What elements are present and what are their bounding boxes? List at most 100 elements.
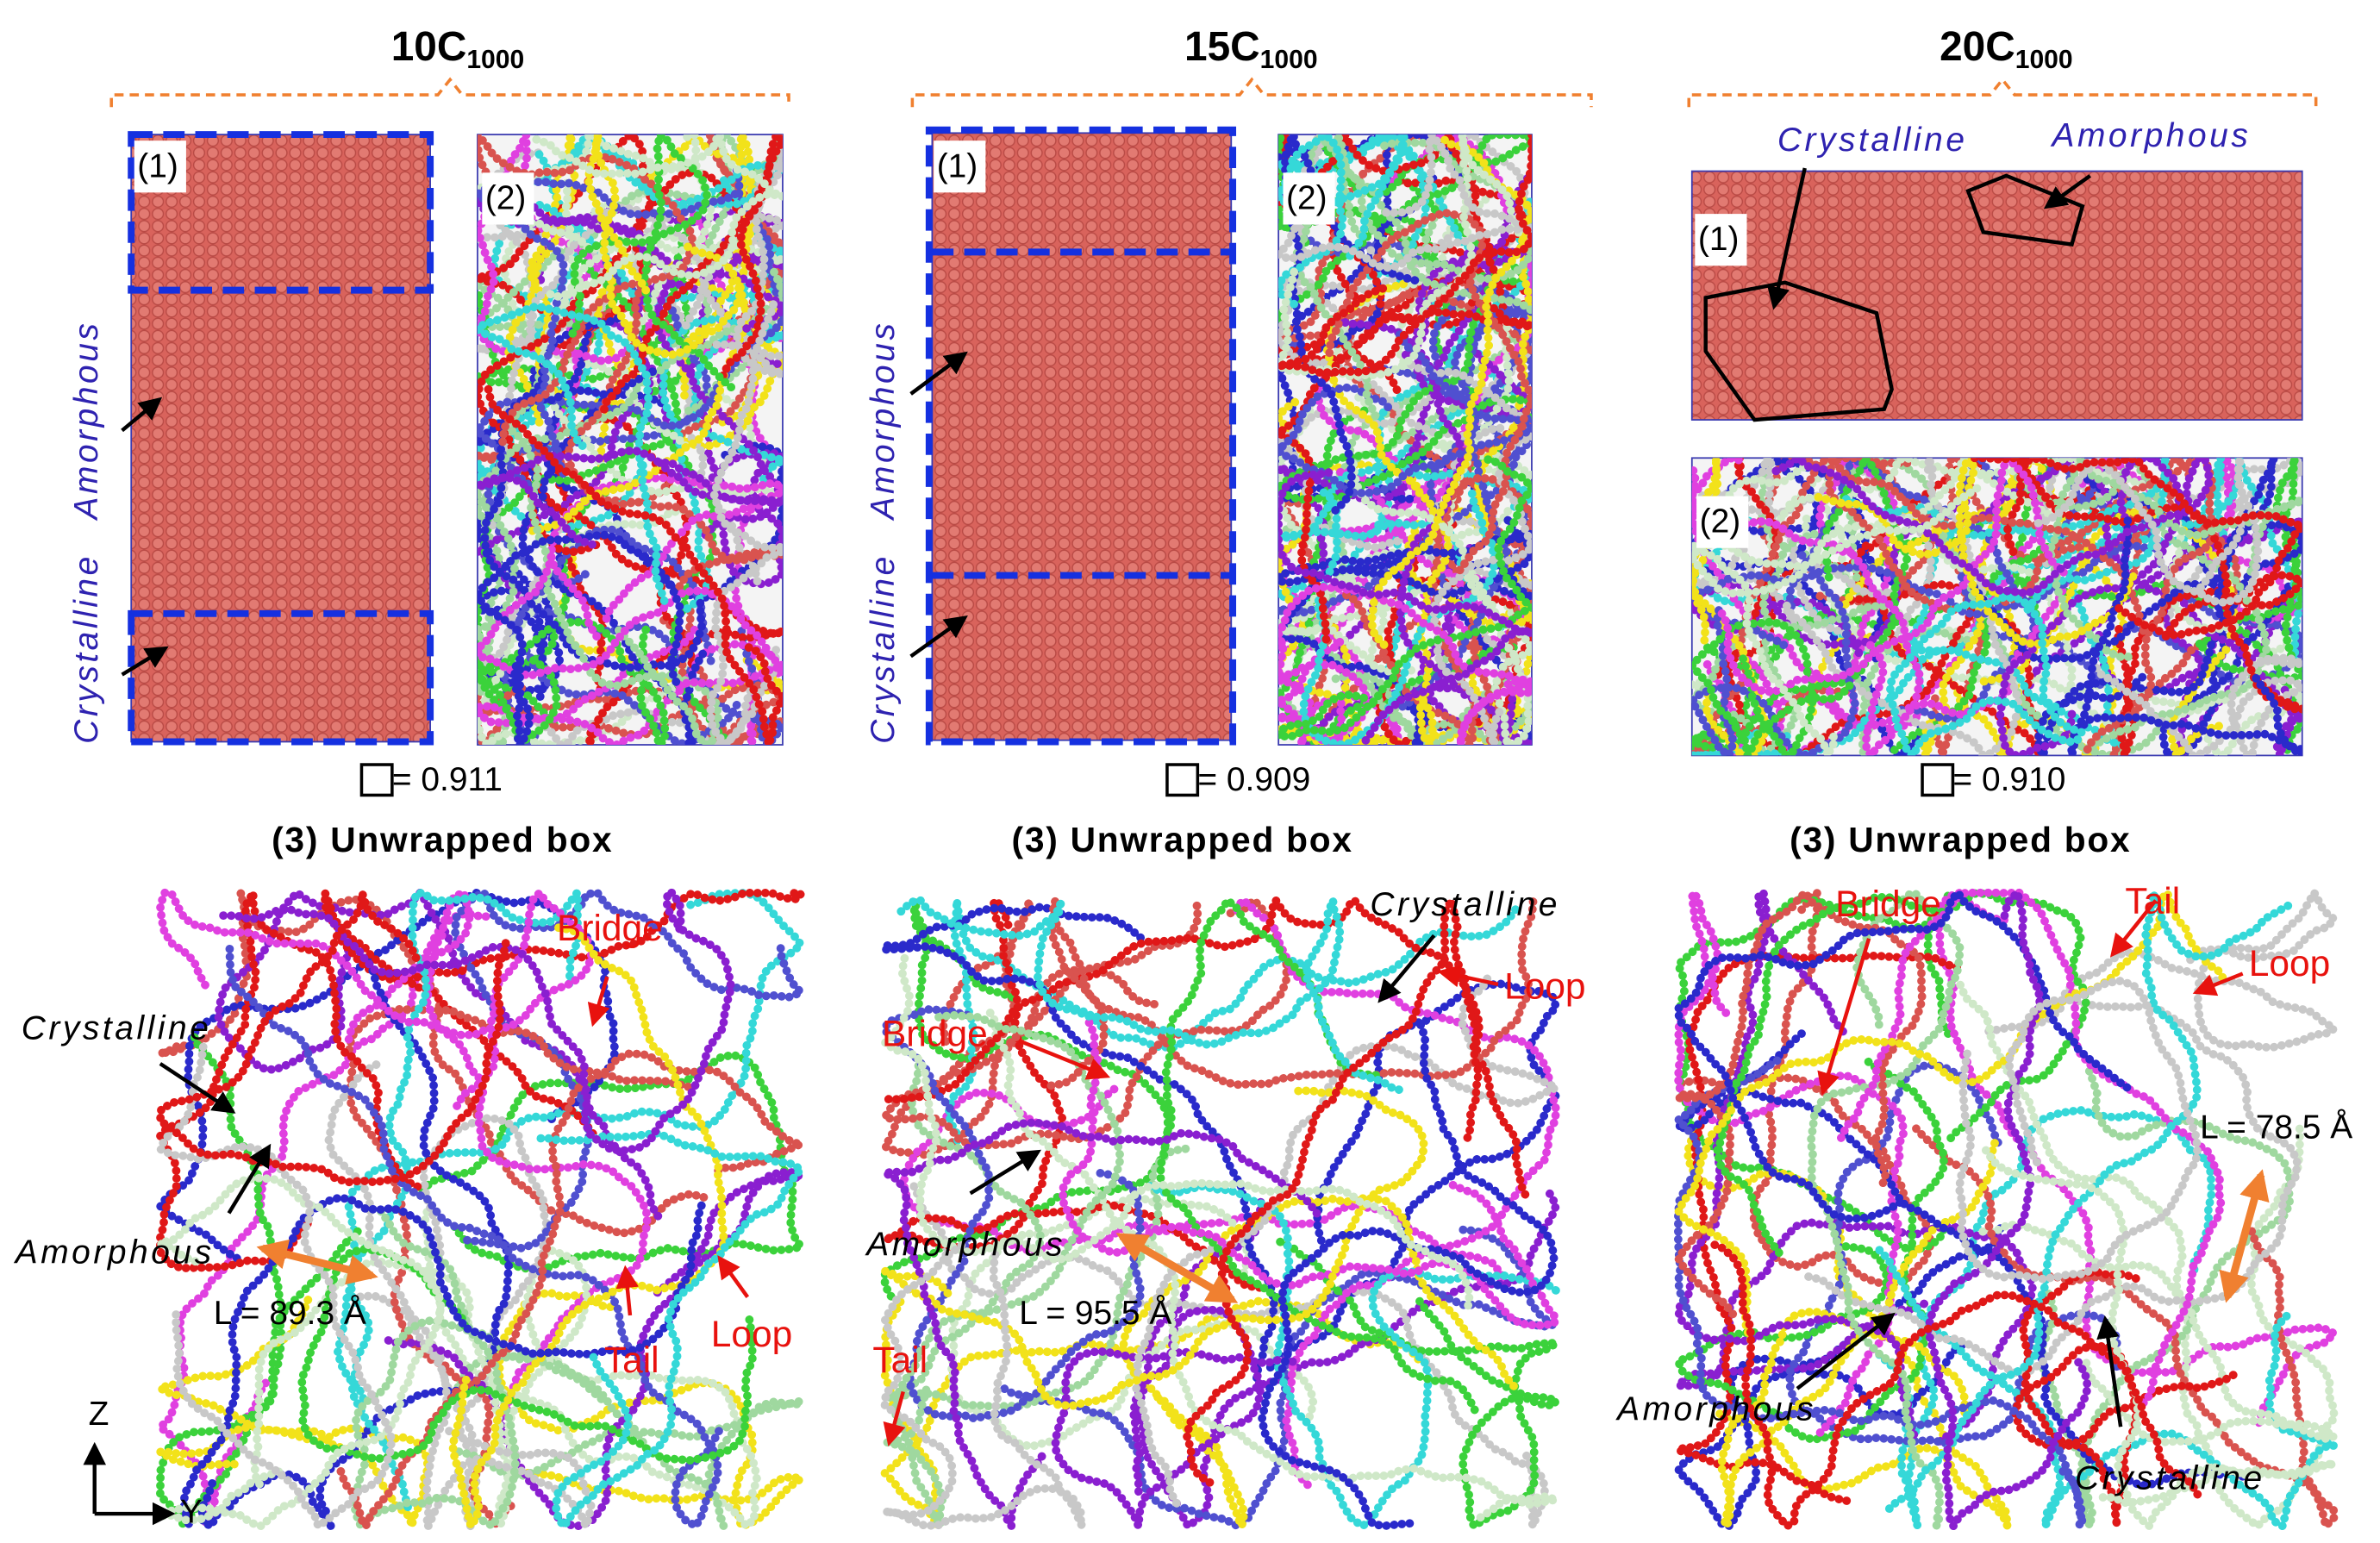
polymer-chain: [1956, 980, 2339, 1446]
axis-label: Y: [180, 1493, 203, 1530]
polymer-chain: [984, 1005, 1561, 1522]
region-outline: [1703, 280, 1894, 422]
arrow: [587, 976, 610, 1028]
polymer-chain: [1232, 896, 1561, 1490]
arrow: [121, 397, 163, 433]
annotation: Crystalline: [22, 1009, 212, 1046]
arrow: [2192, 971, 2244, 996]
polymer-chain: [1923, 888, 2092, 1531]
box-label: (1): [137, 147, 178, 184]
polymer-chain: [477, 302, 669, 605]
polymer-chain: [477, 446, 783, 549]
polymer-chain: [2195, 458, 2302, 684]
arrow: [717, 1255, 750, 1299]
polymer-chain: [155, 1026, 362, 1531]
polymer-chain: [880, 953, 1474, 1312]
polymer-chain: [1814, 458, 2141, 649]
arrow: [2043, 174, 2092, 209]
region-label: Amorphous: [2050, 117, 2251, 154]
axis-label: Z: [89, 1396, 109, 1433]
region-outline: [128, 131, 434, 294]
polymer-chain: [1954, 977, 2202, 1284]
polymer-chain: [1278, 134, 1532, 330]
polymer-chain: [547, 473, 783, 641]
polymer-chain: [584, 134, 745, 359]
label-bg: [1283, 172, 1335, 225]
snapshot-box: [931, 132, 1233, 741]
polymer-chain: [1705, 1238, 2202, 1531]
annotation: Amorphous: [14, 1234, 215, 1271]
annotation: L = 78.5 Å: [2200, 1108, 2352, 1146]
box-label: (2): [1700, 503, 1741, 540]
polymer-chain: [1691, 617, 1854, 756]
polymer-chain: [1278, 134, 1532, 378]
panel-title: 15C1000: [1184, 24, 1318, 74]
polymer-chain: [880, 896, 1291, 1150]
arrow: [969, 1149, 1042, 1196]
polymer-chain: [155, 1173, 446, 1531]
arrow: [909, 351, 968, 396]
polymer-chain: [1981, 1146, 2339, 1531]
length-arrow: [2219, 1169, 2270, 1303]
polymer-chain: [1837, 888, 2226, 1410]
polymer-chain: [880, 1085, 1429, 1410]
polymer-chain: [503, 134, 579, 428]
annotation: L = 89.3 Å: [214, 1294, 366, 1332]
polymer-chain: [1885, 593, 2088, 756]
arrow: [1767, 167, 1807, 310]
arrow: [2096, 1315, 2123, 1427]
polymer-chain: [179, 1193, 706, 1531]
chain-cloud: [880, 896, 1561, 1531]
arrow: [1437, 965, 1499, 988]
symbol-box: [1165, 763, 1200, 797]
polymer-chain: [1278, 632, 1372, 746]
region-label: Amorphous: [68, 321, 105, 522]
length-arrow: [256, 1239, 378, 1285]
arrow: [2109, 899, 2158, 958]
length-arrow: [1115, 1233, 1239, 1304]
region-outline: [925, 126, 1237, 746]
polymer-chain: [1673, 888, 2138, 1223]
annotation: Loop: [1504, 965, 1585, 1006]
annotation: Tail: [872, 1340, 928, 1380]
box-label: (1): [1698, 221, 1740, 258]
polymer-chain: [477, 550, 783, 689]
polymer-chain: [1673, 888, 1908, 1439]
label-bg: [134, 141, 186, 193]
polymer-chain: [1806, 888, 1965, 1531]
symbol-box: [1921, 763, 1955, 797]
box-label: (2): [1286, 179, 1327, 216]
polymer-chain: [2066, 516, 2302, 756]
polymer-chain: [706, 297, 783, 746]
polymer-chain: [155, 1042, 397, 1531]
arrow: [121, 646, 169, 677]
panel-title-sub: 1000: [2015, 46, 2073, 74]
polymer-chain: [345, 1004, 696, 1531]
polymer-chain: [568, 134, 741, 397]
polymer-chain: [1771, 458, 2214, 598]
snapshot-box: [1690, 170, 2303, 421]
annotation: Crystalline: [1370, 886, 1560, 923]
panel-title: 20C1000: [1940, 24, 2073, 74]
bracket: [109, 77, 790, 108]
panel-title-sub: 1000: [1260, 46, 1318, 74]
arrow: [227, 1143, 272, 1215]
polymer-chain: [528, 134, 761, 535]
annotation: Bridge: [1835, 884, 1941, 924]
region-outline: [1965, 173, 2085, 247]
polymer-chain: [598, 134, 783, 420]
label-bg: [1696, 496, 1749, 548]
polymer-chain: [1156, 896, 1479, 1415]
annotation: Bridge: [557, 908, 663, 948]
arrow: [883, 1390, 906, 1446]
polymer-chain: [944, 896, 1520, 1152]
section-title: (3) Unwrapped box: [1012, 820, 1353, 859]
box-label: (2): [485, 179, 527, 216]
polymer-chain: [532, 134, 783, 301]
polymer-chain: [1673, 888, 1919, 1440]
arrow: [1796, 1312, 1896, 1390]
polymer-chain: [1046, 896, 1538, 1090]
label-bg: [482, 172, 534, 225]
